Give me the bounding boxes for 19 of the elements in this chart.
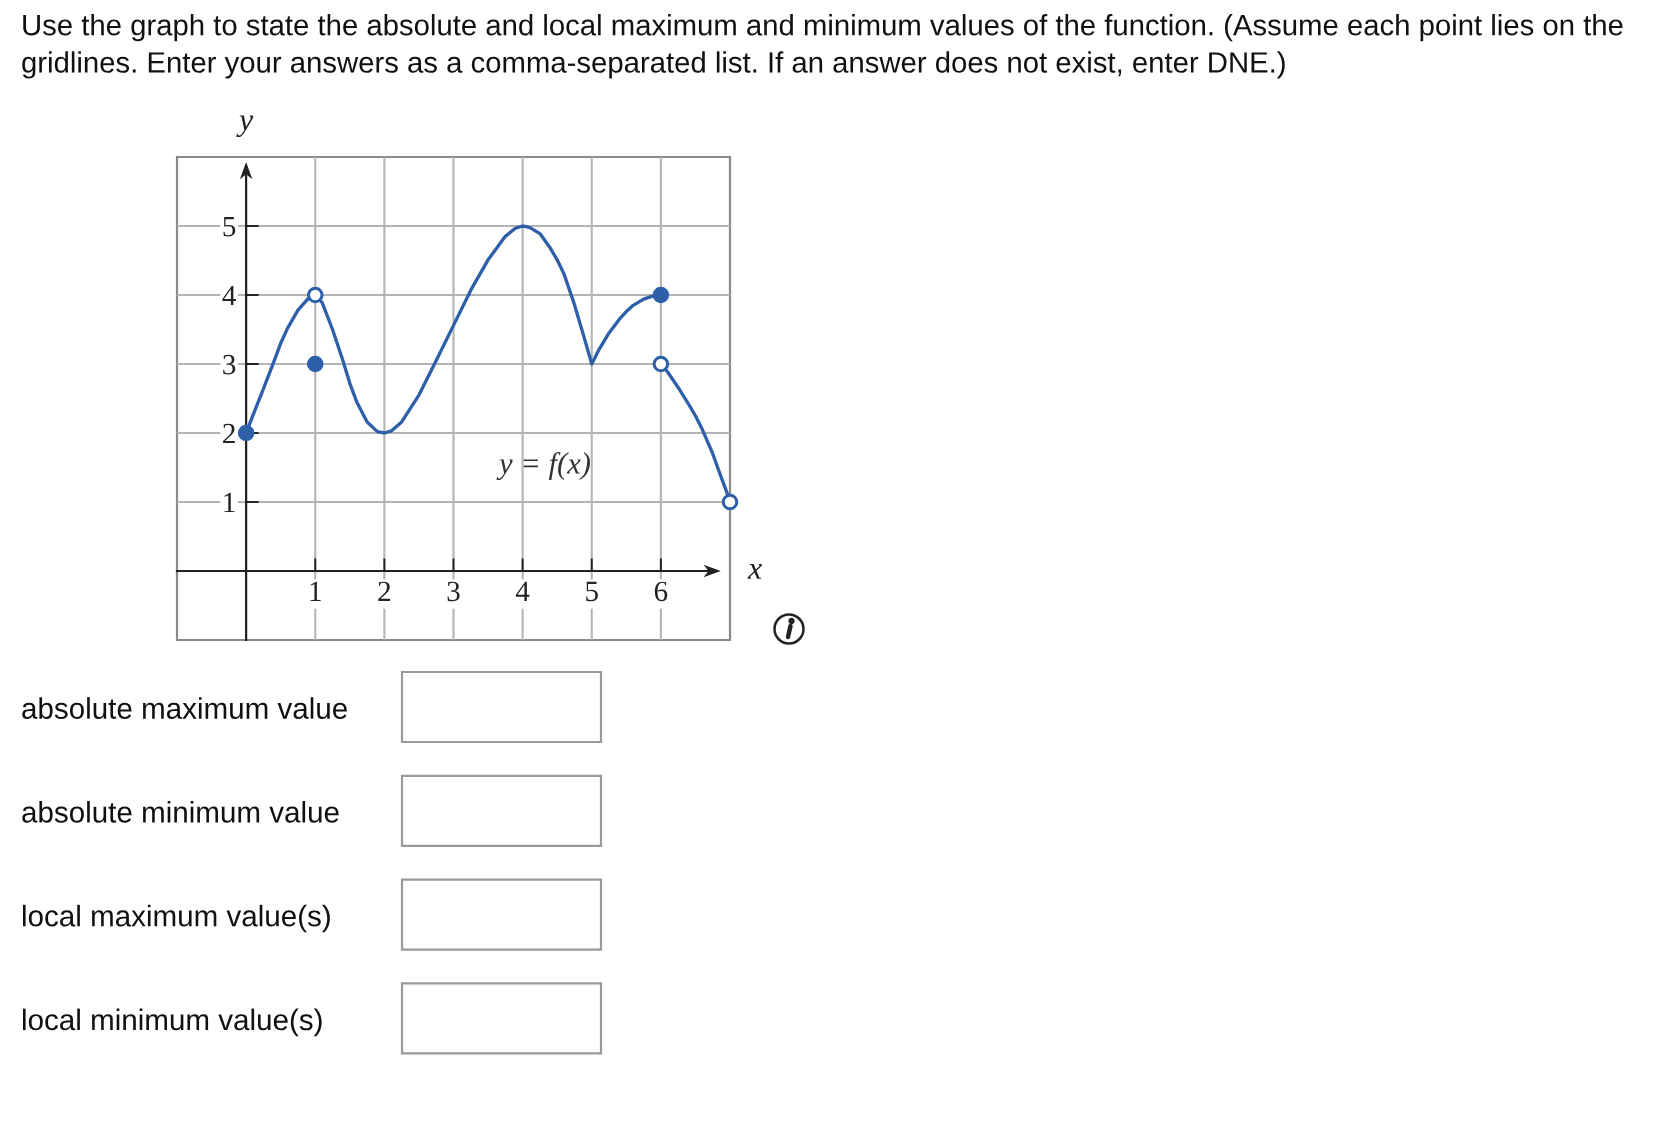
x-axis-title: x	[747, 564, 762, 579]
x-tick-label: 1	[310, 581, 321, 601]
y-tick-label: 5	[223, 217, 236, 237]
text: absolute minimum value	[22, 801, 339, 823]
x-tick-label: 6	[654, 581, 668, 602]
text: Use the graph to state the absolute and local maximum and minimum values of the function. (Assume each point lies on the gridlines. Enter your answers as a comma-separated list. If an answer does not exist, enter DNE.)	[22, 14, 1623, 79]
x-tick-label: 4	[515, 581, 530, 601]
x-tick-label: 3	[447, 581, 460, 602]
y-tick-label: 1	[224, 492, 235, 513]
y-tick-label: 4	[222, 285, 236, 306]
x-tick-label: 2	[378, 581, 391, 601]
annotation: y = f(x)	[496, 451, 590, 481]
y-tick-label: 2	[223, 423, 235, 444]
y-tick-label: 3	[223, 354, 236, 375]
text: absolute maximum value	[22, 697, 347, 719]
text: local maximum value(s)	[22, 904, 330, 933]
text: local minimum value(s)	[22, 1008, 322, 1037]
y-axis-title: y	[236, 115, 254, 137]
x-tick-label: 5	[586, 581, 598, 602]
